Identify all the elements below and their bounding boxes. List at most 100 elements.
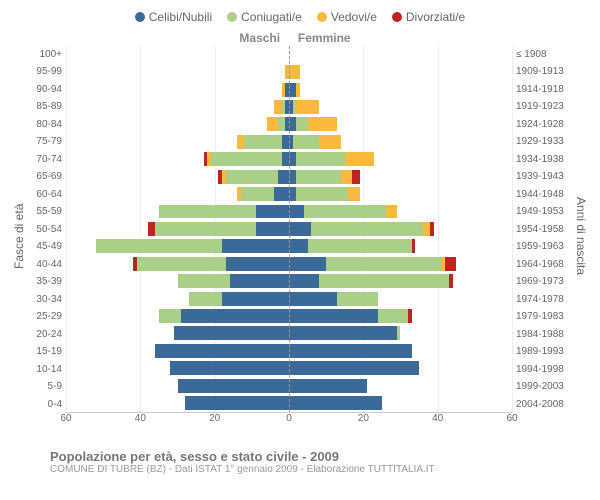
age-label: 15-19 [28, 344, 62, 362]
birth-label: 1954-1958 [516, 221, 572, 239]
age-label: 45-49 [28, 239, 62, 257]
male-bar [66, 83, 289, 97]
female-bar [289, 48, 512, 62]
population-pyramid: Fasce di età 100+95-9990-9485-8980-8475-… [10, 29, 590, 444]
female-bar [289, 379, 512, 393]
female-bar [289, 361, 512, 375]
birth-label: 1944-1948 [516, 186, 572, 204]
birth-labels: ≤ 19081909-19131914-19181919-19231924-19… [512, 29, 572, 444]
left-axis-title: Fasce di età [10, 29, 28, 444]
legend-swatch [227, 12, 237, 22]
female-bar [289, 222, 512, 236]
age-label: 20-24 [28, 326, 62, 344]
birth-label: 1969-1973 [516, 274, 572, 292]
birth-label: 1974-1978 [516, 291, 572, 309]
age-labels: 100+95-9990-9485-8980-8475-7970-7465-696… [28, 29, 66, 444]
legend-label: Celibi/Nubili [149, 10, 212, 24]
x-tick: 60 [506, 413, 517, 424]
female-bar [289, 239, 512, 253]
age-label: 80-84 [28, 116, 62, 134]
birth-label: 1984-1988 [516, 326, 572, 344]
female-bar [289, 326, 512, 340]
male-bar [66, 65, 289, 79]
male-bar [66, 48, 289, 62]
age-label: 55-59 [28, 204, 62, 222]
x-tick: 0 [286, 413, 292, 424]
birth-label: 2004-2008 [516, 396, 572, 414]
legend-label: Vedovi/e [331, 10, 377, 24]
x-tick: 20 [209, 413, 220, 424]
male-bar [66, 274, 289, 288]
age-label: 40-44 [28, 256, 62, 274]
plot-area: Maschi Femmine 6040200204060 [66, 46, 512, 413]
male-bar [66, 309, 289, 323]
female-bar [289, 65, 512, 79]
legend-swatch [392, 12, 402, 22]
male-bar [66, 187, 289, 201]
chart-title: Popolazione per età, sesso e stato civil… [50, 449, 590, 464]
female-bar [289, 152, 512, 166]
legend-swatch [317, 12, 327, 22]
birth-label: 1929-1933 [516, 134, 572, 152]
female-bar [289, 292, 512, 306]
age-label: 70-74 [28, 151, 62, 169]
birth-label: 1994-1998 [516, 361, 572, 379]
female-bar [289, 274, 512, 288]
age-label: 5-9 [28, 379, 62, 397]
female-bar [289, 100, 512, 114]
female-bar [289, 205, 512, 219]
female-label: Femmine [298, 31, 351, 45]
male-bar [66, 117, 289, 131]
male-bar [66, 257, 289, 271]
x-tick: 40 [432, 413, 443, 424]
male-bar [66, 100, 289, 114]
female-bar [289, 117, 512, 131]
age-label: 95-99 [28, 64, 62, 82]
birth-label: 1979-1983 [516, 309, 572, 327]
birth-label: 1934-1938 [516, 151, 572, 169]
age-label: 10-14 [28, 361, 62, 379]
male-bar [66, 326, 289, 340]
x-tick: 40 [135, 413, 146, 424]
age-label: 60-64 [28, 186, 62, 204]
female-bar [289, 170, 512, 184]
male-bar [66, 205, 289, 219]
male-bar [66, 222, 289, 236]
footer: Popolazione per età, sesso e stato civil… [10, 449, 590, 475]
male-bar [66, 170, 289, 184]
birth-label: 1949-1953 [516, 204, 572, 222]
age-label: 85-89 [28, 99, 62, 117]
age-label: 90-94 [28, 81, 62, 99]
birth-label: 1919-1923 [516, 99, 572, 117]
female-bar [289, 257, 512, 271]
female-bar [289, 135, 512, 149]
x-tick: 20 [358, 413, 369, 424]
legend-label: Coniugati/e [241, 10, 302, 24]
age-label: 0-4 [28, 396, 62, 414]
birth-label: 1914-1918 [516, 81, 572, 99]
age-label: 50-54 [28, 221, 62, 239]
female-bar [289, 187, 512, 201]
birth-label: 1909-1913 [516, 64, 572, 82]
male-bar [66, 361, 289, 375]
birth-label: 1964-1968 [516, 256, 572, 274]
male-bar [66, 239, 289, 253]
male-bar [66, 292, 289, 306]
age-label: 35-39 [28, 274, 62, 292]
center-axis [289, 46, 290, 412]
legend-swatch [135, 12, 145, 22]
age-label: 100+ [28, 46, 62, 64]
birth-label: ≤ 1908 [516, 46, 572, 64]
female-bar [289, 83, 512, 97]
male-bar [66, 344, 289, 358]
birth-label: 1924-1928 [516, 116, 572, 134]
female-bar [289, 344, 512, 358]
male-bar [66, 152, 289, 166]
legend: Celibi/Nubili Coniugati/e Vedovi/e Divorzia… [10, 10, 590, 24]
legend-item: Celibi/Nubili [135, 10, 212, 24]
birth-label: 1989-1993 [516, 344, 572, 362]
legend-item: Vedovi/e [317, 10, 377, 24]
age-label: 65-69 [28, 169, 62, 187]
legend-label: Divorziati/e [406, 10, 465, 24]
x-tick: 60 [60, 413, 71, 424]
